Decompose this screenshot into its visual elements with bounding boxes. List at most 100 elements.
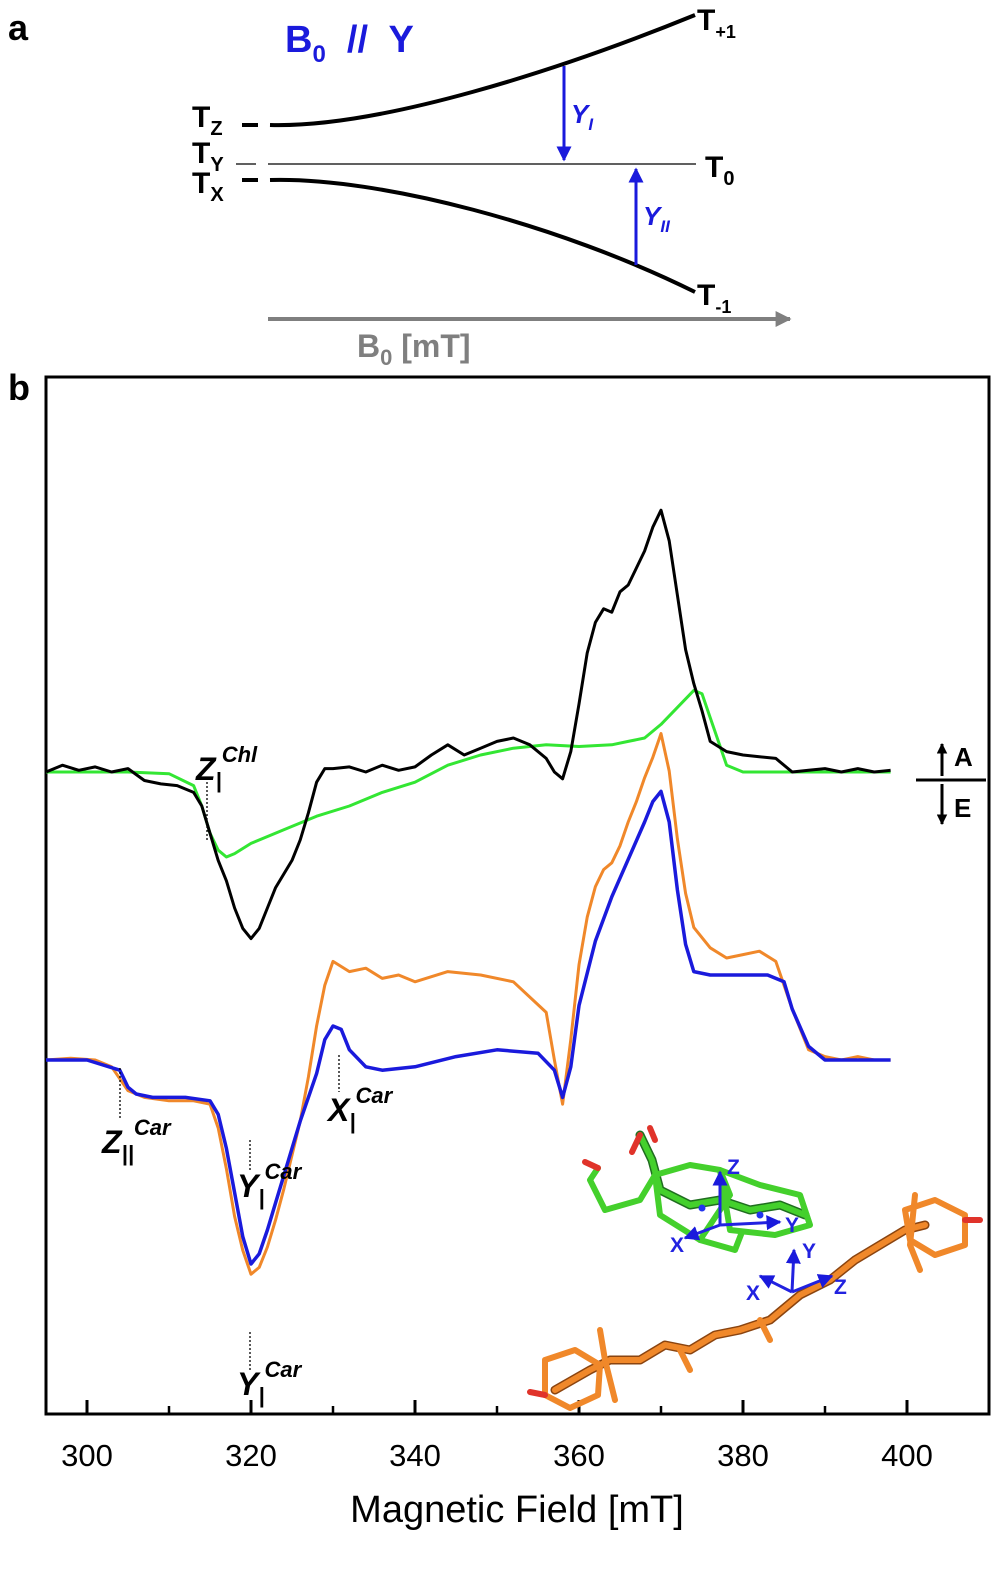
annotation-z-chl-main: Z <box>195 751 217 787</box>
panel-a-title-sub: 0 <box>312 41 325 68</box>
carotenoid-structure-icon <box>527 1192 983 1411</box>
label-ty: TY <box>192 137 224 176</box>
panel-a: a B0 // Y TZ TY TX T+1 T0 T-1 YI YII B0 … <box>8 4 792 370</box>
chl-y-axis-arrow-icon <box>719 1215 782 1231</box>
x-axis-label: Magnetic Field [mT] <box>350 1489 684 1531</box>
plot-frame <box>44 375 991 1416</box>
car-z-axis-arrow-icon <box>791 1274 834 1294</box>
series-line-0 <box>45 508 891 941</box>
transition-label-y-ii-main: Y <box>643 201 663 231</box>
car-axis-y-label: Y <box>802 1240 816 1263</box>
car-methyl-2 <box>757 1317 773 1343</box>
series-layer <box>45 508 891 1276</box>
x-tick-label-320: 320 <box>225 1438 277 1473</box>
label-t-plus-1: T+1 <box>697 4 736 42</box>
panel-a-title-main: B <box>285 19 312 61</box>
label-t-plus-1-sub: +1 <box>715 22 736 42</box>
chl-ring-a <box>652 1162 733 1243</box>
chl-oxygen-3 <box>647 1125 658 1143</box>
annotation-z-chl: Z|Chl <box>195 742 258 793</box>
annotation-y-car-upper-sup: Car <box>265 1159 303 1184</box>
transition-label-y-i-sub: I <box>588 115 594 134</box>
chl-phytyl-tail <box>587 1165 658 1213</box>
label-tx-main: T <box>192 167 210 200</box>
chl-x-axis-arrow-icon <box>683 1223 721 1241</box>
label-ty-main: T <box>192 137 210 170</box>
car-axis-z-label: Z <box>834 1276 847 1299</box>
chl-backbone <box>637 1132 808 1218</box>
annotation-y-car-upper: Y|Car <box>237 1159 303 1210</box>
polarity-label-a: A <box>954 742 973 772</box>
field-arrow-label: B0 [mT] <box>357 328 471 370</box>
label-ty-sub: Y <box>210 154 224 176</box>
car-axis-frame <box>758 1248 834 1294</box>
annotation-y-car-lower-sub: | <box>258 1383 264 1408</box>
series-line-2 <box>45 732 891 1276</box>
annotation-z-car: Z||Car <box>101 1115 172 1166</box>
annotation-x-car-sup: Car <box>356 1083 394 1108</box>
tick-layer: 300 320 340 360 380 400 <box>61 1400 991 1473</box>
annotation-x-car: X|Car <box>326 1083 394 1134</box>
chl-axis-frame <box>683 1170 782 1241</box>
annotation-z-chl-sub: | <box>216 768 222 793</box>
panel-b-label: b <box>8 367 30 408</box>
chl-nitrogen-1 <box>698 1204 706 1212</box>
transition-label-y-ii-sub: II <box>660 217 671 236</box>
label-t-minus-1-main: T <box>697 279 715 312</box>
label-tz: TZ <box>192 101 223 140</box>
panel-a-title-rest: // Y <box>326 19 414 61</box>
annotation-z-chl-sup: Chl <box>222 742 258 767</box>
label-t-0-sub: 0 <box>723 168 734 190</box>
annotation-y-car-lower-main: Y <box>237 1366 261 1402</box>
x-tick-label-360: 360 <box>553 1438 605 1473</box>
field-arrow-label-rest: [mT] <box>392 328 470 364</box>
field-arrow-label-main: B <box>357 328 380 364</box>
annotation-z-car-main: Z <box>101 1124 123 1160</box>
panel-a-title: B0 // Y <box>285 19 414 68</box>
chl-nitrogen-2 <box>756 1211 764 1219</box>
polarity-label-e: E <box>954 793 971 823</box>
transition-label-y-i-main: Y <box>571 99 591 129</box>
transition-label-y-i: YI <box>571 99 594 134</box>
chl-axis-y-label: Y <box>785 1214 799 1237</box>
car-methyl-right <box>907 1192 923 1273</box>
level-t-minus-1 <box>269 177 696 294</box>
series-line-3 <box>46 789 891 1266</box>
chlorophyll-structure-icon <box>582 1125 813 1253</box>
transition-label-y-ii: YII <box>643 201 671 236</box>
annotation-y-car-upper-sub: | <box>258 1185 264 1210</box>
x-tick-label-380: 380 <box>717 1438 769 1473</box>
annotation-z-car-sup: Car <box>134 1115 172 1140</box>
label-t-0: T0 <box>705 151 734 190</box>
label-tx: TX <box>192 167 224 206</box>
label-tz-main: T <box>192 101 210 134</box>
car-x-axis-arrow-icon <box>758 1274 793 1294</box>
car-oxygen-left <box>527 1389 548 1398</box>
car-axis-x-label: X <box>746 1282 760 1305</box>
annotation-z-car-sub: || <box>122 1141 134 1166</box>
label-t-plus-1-main: T <box>697 4 715 37</box>
chl-oxygen-1 <box>582 1159 601 1171</box>
panel-b: b 300 320 340 360 380 400 Magnetic Field [mT]… <box>8 367 991 1531</box>
label-tx-sub: X <box>210 184 224 206</box>
chl-axis-x-label: X <box>670 1234 684 1257</box>
level-t-plus-1 <box>269 13 696 128</box>
x-tick-label-300: 300 <box>61 1438 113 1473</box>
field-arrow-label-sub: 0 <box>380 345 392 370</box>
car-chain <box>552 1222 928 1393</box>
annotation-y-car-upper-main: Y <box>237 1168 261 1204</box>
annotation-y-car-lower: Y|Car <box>237 1357 303 1408</box>
molecule-inset: Z X Y Y X Z <box>527 1125 983 1411</box>
car-methyl-1 <box>677 1347 693 1373</box>
polarity-key: A E <box>916 742 986 826</box>
label-t-minus-1-sub: -1 <box>715 297 731 317</box>
label-t-0-main: T <box>705 151 723 184</box>
car-y-axis-arrow-icon <box>785 1248 801 1293</box>
chl-oxygen-2 <box>629 1132 643 1155</box>
chl-ring-c <box>697 1229 745 1253</box>
car-methyl-left <box>597 1327 618 1403</box>
x-tick-label-400: 400 <box>881 1438 933 1473</box>
annotation-x-car-sub: | <box>349 1109 355 1134</box>
annotation-x-car-main: X <box>326 1092 351 1128</box>
